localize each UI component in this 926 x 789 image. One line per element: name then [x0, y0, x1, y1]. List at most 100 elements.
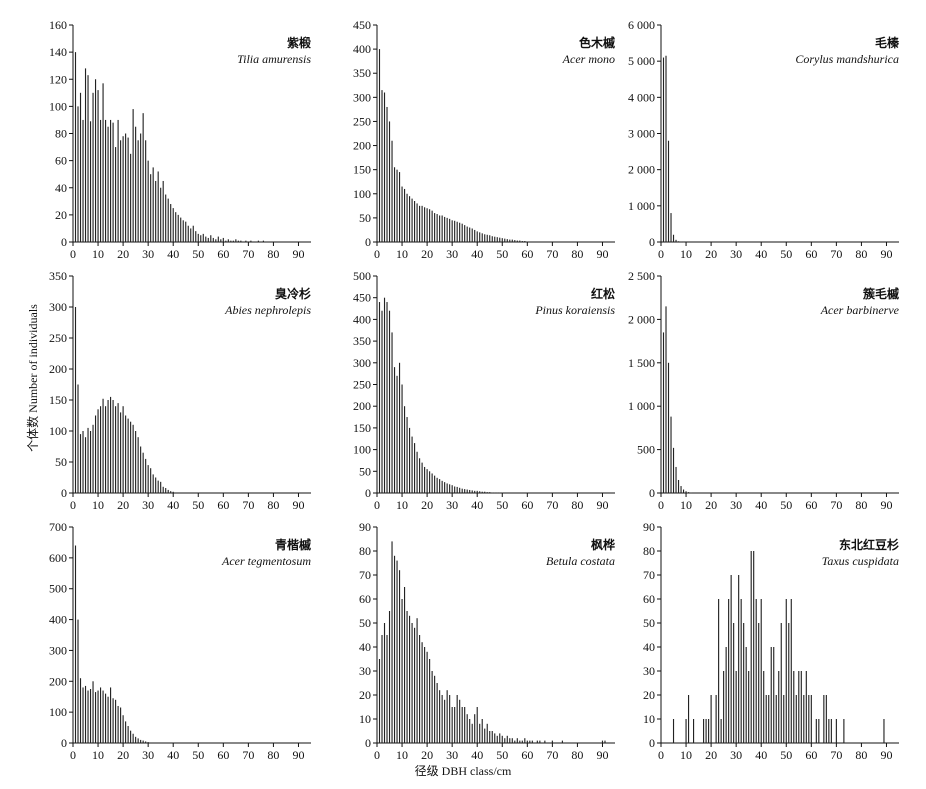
- bar: [393, 555, 396, 743]
- bar: [481, 233, 483, 242]
- bar: [489, 731, 491, 743]
- bar: [157, 171, 159, 242]
- bar: [130, 730, 132, 743]
- bar: [240, 240, 242, 242]
- bar: [506, 239, 508, 242]
- y-tick-label: 100: [49, 424, 67, 438]
- bar: [604, 740, 606, 743]
- x-tick-label: 90: [292, 498, 304, 512]
- y-tick-label: 10: [359, 712, 371, 726]
- bar: [526, 241, 528, 243]
- bar: [454, 707, 456, 743]
- bar: [140, 446, 142, 493]
- bar: [185, 221, 187, 242]
- bar: [125, 415, 127, 493]
- bar: [92, 424, 94, 493]
- bar: [94, 692, 97, 743]
- bar: [122, 136, 124, 242]
- bar: [386, 635, 388, 743]
- x-tick-label: 0: [70, 247, 76, 261]
- x-tick-label: 70: [830, 748, 842, 762]
- bar: [728, 599, 730, 743]
- bar: [444, 482, 446, 493]
- bar: [808, 695, 810, 743]
- bar: [491, 236, 493, 242]
- bar: [92, 92, 94, 242]
- bar: [451, 220, 453, 242]
- bar: [401, 384, 403, 493]
- bar: [685, 719, 687, 743]
- x-tick-label: 0: [658, 748, 664, 762]
- bar: [514, 740, 516, 743]
- y-tick-label: 600: [49, 551, 67, 565]
- x-tick-label: 80: [571, 748, 583, 762]
- bar: [167, 489, 169, 493]
- bar: [150, 468, 152, 493]
- bar: [466, 489, 468, 493]
- y-tick-label: 0: [365, 235, 371, 249]
- x-tick-label: 70: [242, 247, 254, 261]
- bar: [803, 695, 805, 743]
- bar: [466, 226, 468, 242]
- bar: [99, 687, 102, 743]
- bar: [187, 225, 189, 242]
- y-tick-label: 350: [353, 334, 371, 348]
- panel-title: 红松: [591, 286, 615, 301]
- bar: [491, 492, 493, 494]
- bar: [411, 436, 413, 493]
- bar: [474, 229, 476, 242]
- bar: [476, 231, 478, 242]
- panel-2: 0 50 100 150 200 250 300 350 400 450 0 10 20 30 40 50 60…: [353, 18, 615, 261]
- bar: [77, 106, 79, 242]
- y-tick-label: 40: [643, 640, 655, 654]
- bar: [215, 239, 217, 242]
- bar: [740, 599, 742, 743]
- x-tick-label: 30: [142, 748, 154, 762]
- bar: [708, 719, 710, 743]
- bar: [434, 675, 436, 743]
- bar: [207, 237, 209, 242]
- x-tick-label: 60: [521, 498, 533, 512]
- bar: [471, 228, 473, 242]
- bar: [496, 492, 498, 494]
- bar: [117, 705, 119, 743]
- bar: [835, 719, 837, 743]
- bar: [434, 475, 436, 493]
- x-tick-label: 20: [705, 748, 717, 762]
- y-tick-label: 0: [649, 736, 655, 750]
- y-tick-label: 10: [643, 712, 655, 726]
- bar: [235, 239, 237, 242]
- bar: [723, 671, 725, 743]
- panel-title: 紫椴: [287, 35, 311, 50]
- bar: [92, 681, 94, 743]
- bar: [386, 302, 388, 493]
- bar: [501, 735, 503, 743]
- bar: [162, 486, 164, 493]
- bar: [82, 687, 84, 743]
- bar: [680, 486, 682, 493]
- x-tick-label: 70: [546, 247, 558, 261]
- y-tick-label: 150: [353, 163, 371, 177]
- bar: [419, 458, 421, 493]
- panel-6: 0 500 1 000 1 500 2 000 2 500 0 10 20 30 40 50 60 70 8…: [628, 269, 900, 512]
- x-tick-label: 30: [446, 498, 458, 512]
- y-tick-label: 500: [49, 582, 67, 596]
- bar: [105, 119, 107, 242]
- bar: [82, 431, 84, 493]
- bar: [486, 234, 488, 242]
- x-tick-label: 70: [242, 748, 254, 762]
- bar: [398, 570, 401, 743]
- y-tick-label: 50: [643, 616, 655, 630]
- bar: [461, 223, 463, 242]
- bar: [222, 237, 224, 242]
- panel-title: 臭冷杉: [275, 286, 311, 301]
- y-tick-label: 80: [55, 127, 67, 141]
- bar: [411, 198, 413, 242]
- bar: [439, 690, 441, 743]
- x-tick-label: 80: [267, 748, 279, 762]
- bar: [818, 719, 820, 743]
- bar: [115, 406, 117, 493]
- bar: [383, 623, 386, 743]
- x-tick-label: 50: [192, 247, 204, 261]
- y-tick-label: 5 000: [628, 54, 655, 68]
